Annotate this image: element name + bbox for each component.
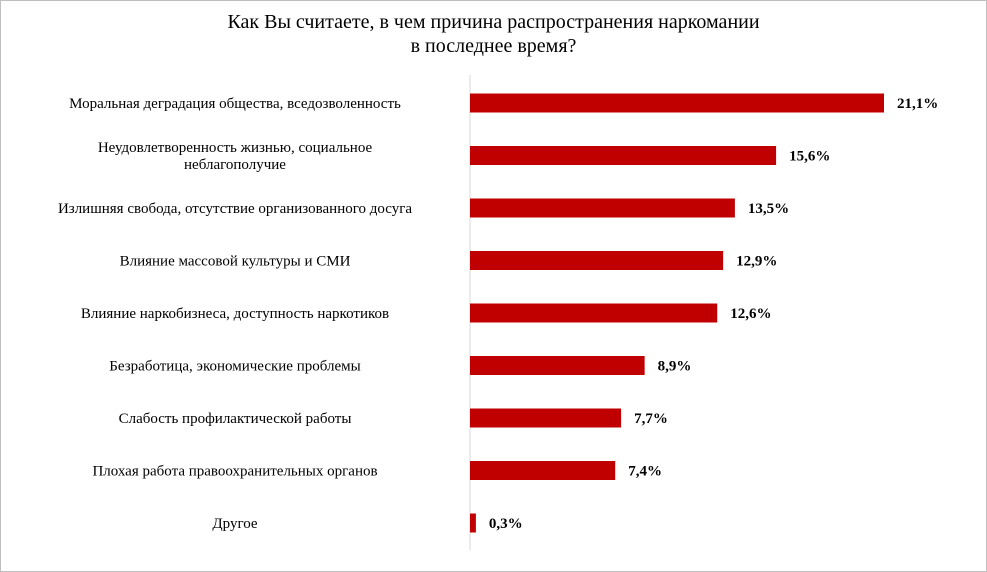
bar-6 [470, 408, 622, 428]
chart-title-line-2: в последнее время? [410, 35, 577, 57]
bar-0 [470, 93, 884, 113]
bar-2 [470, 198, 735, 218]
bar-7 [470, 461, 616, 480]
category-label-7: Плохая работа правоохранительных органов [92, 464, 377, 480]
value-label-4: 12,6% [730, 306, 771, 322]
category-label-1-line-0: Неудовлетворенность жизнью, социальное [98, 140, 373, 156]
bar-1 [470, 146, 777, 165]
category-label-6: Слабость профилактической работы [119, 411, 352, 427]
category-label-5-line-0: Безработица, экономические проблемы [109, 359, 360, 375]
value-label-0: 21,1% [897, 96, 938, 112]
category-label-2-line-0: Излишняя свобода, отсутствие организован… [58, 201, 412, 217]
value-label-2: 13,5% [748, 201, 789, 217]
value-label-1: 15,6% [789, 149, 830, 165]
category-label-4: Влияние наркобизнеса, доступность наркот… [81, 306, 389, 322]
category-label-3: Влияние массовой культуры и СМИ [120, 254, 351, 270]
category-label-0: Моральная деградация общества, вседозвол… [69, 96, 401, 112]
category-label-3-line-0: Влияние массовой культуры и СМИ [120, 254, 351, 270]
bar-5 [470, 356, 645, 375]
value-label-7: 7,4% [628, 464, 662, 480]
category-label-5: Безработица, экономические проблемы [109, 359, 360, 375]
value-label-5: 8,9% [658, 359, 692, 375]
chart-title-line-1: Как Вы считаете, в чем причина распростр… [227, 11, 760, 33]
category-label-2: Излишняя свобода, отсутствие организован… [58, 201, 412, 217]
category-label-1: Неудовлетворенность жизнью, социальное не… [98, 140, 373, 173]
bar-3 [470, 251, 724, 270]
bar-8 [470, 513, 476, 533]
category-label-6-line-0: Слабость профилактической работы [119, 411, 352, 427]
category-label-7-line-0: Плохая работа правоохранительных органов [92, 464, 377, 480]
category-label-8: Другое [212, 516, 257, 532]
category-label-8-line-0: Другое [212, 516, 257, 532]
category-label-0-line-0: Моральная деградация общества, вседозвол… [69, 96, 401, 112]
value-label-3: 12,9% [736, 254, 777, 270]
bar-4 [470, 303, 718, 323]
value-label-6: 7,7% [634, 411, 668, 427]
chart-title: Как Вы считаете, в чем причина распростр… [0, 10, 987, 58]
category-label-4-line-0: Влияние наркобизнеса, доступность наркот… [81, 306, 389, 322]
value-label-8: 0,3% [489, 516, 523, 532]
category-label-1-line-1: неблагополучие [184, 157, 286, 173]
